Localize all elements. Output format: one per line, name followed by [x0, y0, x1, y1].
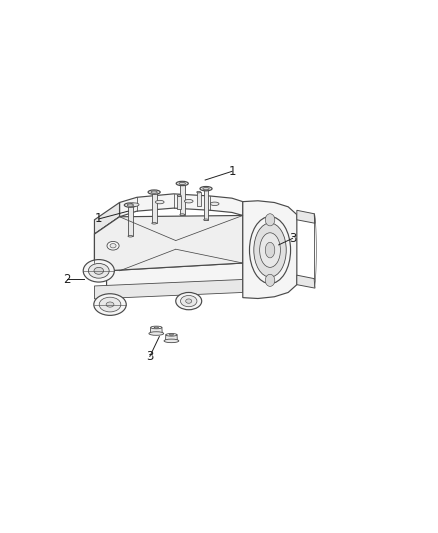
- Ellipse shape: [149, 332, 164, 335]
- Ellipse shape: [210, 202, 219, 206]
- Ellipse shape: [197, 191, 201, 193]
- Ellipse shape: [179, 182, 185, 184]
- Polygon shape: [265, 240, 276, 246]
- Ellipse shape: [177, 195, 181, 196]
- Ellipse shape: [265, 243, 275, 258]
- Ellipse shape: [128, 236, 133, 237]
- Ellipse shape: [269, 239, 273, 240]
- Polygon shape: [120, 194, 243, 217]
- Ellipse shape: [151, 326, 162, 329]
- Polygon shape: [152, 192, 156, 223]
- Ellipse shape: [180, 214, 185, 215]
- Ellipse shape: [110, 244, 116, 248]
- Ellipse shape: [164, 339, 179, 343]
- Ellipse shape: [155, 200, 164, 204]
- Text: 2: 2: [63, 273, 71, 286]
- Ellipse shape: [176, 293, 202, 310]
- Polygon shape: [177, 196, 181, 209]
- Text: 1: 1: [228, 165, 236, 178]
- Ellipse shape: [264, 244, 278, 247]
- Ellipse shape: [265, 239, 276, 241]
- Polygon shape: [204, 189, 208, 220]
- Ellipse shape: [186, 299, 192, 303]
- Ellipse shape: [200, 187, 212, 191]
- Polygon shape: [95, 215, 243, 271]
- Ellipse shape: [204, 219, 208, 221]
- Polygon shape: [128, 205, 133, 236]
- Ellipse shape: [124, 203, 136, 207]
- Ellipse shape: [99, 297, 121, 312]
- Ellipse shape: [184, 199, 193, 203]
- Polygon shape: [106, 263, 243, 293]
- Ellipse shape: [83, 260, 114, 282]
- Ellipse shape: [94, 294, 126, 316]
- Ellipse shape: [265, 274, 275, 286]
- Text: 1: 1: [95, 213, 102, 225]
- Ellipse shape: [176, 181, 188, 185]
- Ellipse shape: [131, 203, 139, 206]
- Polygon shape: [297, 211, 315, 223]
- Polygon shape: [150, 327, 162, 334]
- Polygon shape: [166, 335, 177, 341]
- Polygon shape: [297, 275, 315, 288]
- Ellipse shape: [154, 327, 159, 328]
- Ellipse shape: [148, 190, 160, 195]
- Text: 3: 3: [146, 350, 153, 363]
- Ellipse shape: [169, 334, 173, 335]
- Polygon shape: [243, 201, 297, 298]
- Ellipse shape: [106, 302, 114, 307]
- Ellipse shape: [94, 268, 103, 274]
- Text: 3: 3: [289, 232, 296, 245]
- Ellipse shape: [127, 204, 134, 206]
- Ellipse shape: [180, 295, 197, 306]
- Ellipse shape: [107, 241, 119, 250]
- Ellipse shape: [166, 334, 177, 336]
- Ellipse shape: [203, 188, 209, 190]
- Polygon shape: [95, 217, 120, 273]
- Ellipse shape: [260, 233, 280, 268]
- Polygon shape: [197, 192, 201, 206]
- Ellipse shape: [254, 223, 286, 277]
- Ellipse shape: [265, 214, 275, 226]
- Polygon shape: [95, 203, 120, 234]
- Ellipse shape: [151, 191, 157, 193]
- Polygon shape: [95, 279, 243, 299]
- Ellipse shape: [152, 222, 156, 224]
- Ellipse shape: [88, 263, 109, 278]
- Polygon shape: [180, 183, 185, 215]
- Ellipse shape: [250, 216, 290, 284]
